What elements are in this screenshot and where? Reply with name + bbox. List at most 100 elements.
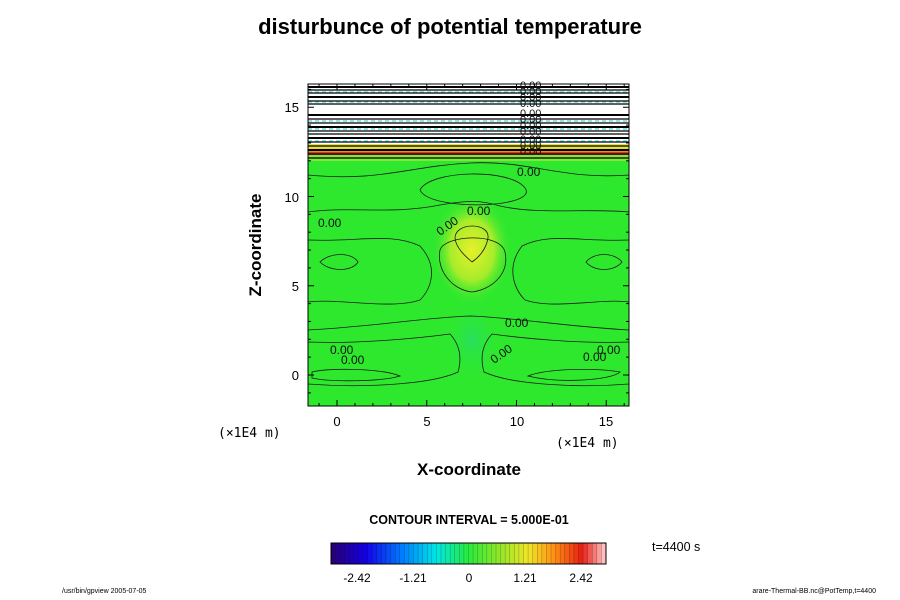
colorbar-cell xyxy=(436,543,442,564)
colorbar-cell xyxy=(372,543,378,564)
colorbar-cell xyxy=(564,543,570,564)
colorbar-cell xyxy=(363,543,368,564)
contour-label: 0.00 xyxy=(520,134,541,146)
x-tick-labels: 0 5 10 15 xyxy=(333,414,613,429)
colorbar-cell xyxy=(491,543,497,564)
colorbar-cell xyxy=(408,543,414,564)
colorbar-cell xyxy=(477,543,483,564)
colorbar-cell xyxy=(560,543,566,564)
contour-label: 0.00 xyxy=(318,216,342,230)
colorbar-cell xyxy=(518,543,524,564)
colorbar-tick-labels: -2.42 -1.21 0 1.21 2.42 xyxy=(343,571,593,585)
colorbar-cell xyxy=(395,543,401,564)
colorbar-cell xyxy=(427,543,433,564)
colorbar-cell xyxy=(431,543,437,564)
colorbar-cell xyxy=(528,543,533,564)
contour-label: 0.00 xyxy=(520,108,541,120)
x-tick-label: 5 xyxy=(423,414,430,429)
contour-label: 0.00 xyxy=(341,353,365,367)
colorbar-cell xyxy=(376,543,382,564)
x-unit-label: (×1E4 m) xyxy=(556,436,619,451)
contour-label: 0.00 xyxy=(330,343,354,357)
colorbar-cell xyxy=(514,543,520,564)
y-unit-label: (×1E4 m) xyxy=(218,426,281,441)
contour-line xyxy=(419,173,527,206)
colorbar-cell xyxy=(509,543,515,564)
colorbar-cell xyxy=(331,543,336,564)
contour-label: 0.00 xyxy=(467,204,491,218)
contour-line xyxy=(319,254,359,270)
contour-label: 0.00 xyxy=(505,316,529,330)
colorbar-cell xyxy=(482,543,488,564)
contour-label: 0.00 xyxy=(520,140,541,152)
contour-line xyxy=(512,238,629,305)
colorbar-tick-label: 1.21 xyxy=(513,571,537,585)
contour-label: 0.00 xyxy=(520,126,541,138)
colorbar-cell xyxy=(413,543,419,564)
colorbar-cell xyxy=(418,543,423,564)
colorbar-cell xyxy=(441,543,446,564)
contour-label: 0.00 xyxy=(520,86,541,98)
y-tick-label: 5 xyxy=(292,279,299,294)
contour-line xyxy=(308,238,432,305)
colorbar-cell xyxy=(596,543,602,564)
contour-label: 0.00 xyxy=(520,120,541,132)
contour-line xyxy=(454,225,489,263)
colorbar-cell xyxy=(454,543,460,564)
strat-contour-labels: 0.000.000.000.000.000.000.000.000.000.00… xyxy=(520,80,541,158)
colorbar-cell xyxy=(587,543,593,564)
colorbar-cell xyxy=(541,543,547,564)
colorbar-cell xyxy=(601,543,607,564)
y-tick-labels: 0 5 10 15 xyxy=(285,100,299,383)
contour-line xyxy=(526,368,621,381)
contour-lines xyxy=(308,162,629,387)
colorbar-cell xyxy=(344,543,350,564)
colorbar-cell xyxy=(459,543,465,564)
colorbar-cell xyxy=(523,543,529,564)
contour-label: 0.00 xyxy=(517,165,541,179)
colorbar-cell xyxy=(335,543,341,564)
y-axis-label: Z-coordinate xyxy=(246,193,265,297)
contour-label: 0.00 xyxy=(520,80,541,92)
chart-title: disturbunce of potential temperature xyxy=(258,14,642,39)
colorbar-cell xyxy=(445,543,451,564)
colorbar-cell xyxy=(367,543,373,564)
x-tick-label: 10 xyxy=(510,414,524,429)
contour-line xyxy=(585,254,623,270)
colorbar-cell xyxy=(390,543,396,564)
colorbar-cell xyxy=(592,543,598,564)
plot-frame xyxy=(307,83,630,407)
time-label: t=4400 s xyxy=(652,540,701,554)
contour-label: 0.00 xyxy=(520,146,541,158)
contour-label: 0.00 xyxy=(520,98,541,110)
colorbar-tick-label: 0 xyxy=(466,571,473,585)
colorbar-cell xyxy=(386,543,391,564)
colorbar-cell xyxy=(353,543,359,564)
contour-label: 0.00 xyxy=(520,92,541,104)
x-tick-label: 15 xyxy=(599,414,613,429)
x-tick-label: 0 xyxy=(333,414,340,429)
colorbar-cell xyxy=(532,543,538,564)
colorbar-cell xyxy=(349,543,355,564)
colorbar-cell xyxy=(422,543,428,564)
colorbar-cell xyxy=(358,543,364,564)
colorbar-tick-label: 2.42 xyxy=(569,571,593,585)
colorbar-tick-label: -1.21 xyxy=(399,571,427,585)
axis-ticks xyxy=(308,84,629,406)
colorbar-cell xyxy=(468,543,474,564)
colorbar-cell xyxy=(546,543,552,564)
colorbar-cell xyxy=(399,543,405,564)
contour-label: 0.00 xyxy=(583,350,607,364)
contour-label: 0.00 xyxy=(597,343,621,357)
colorbar-cell xyxy=(573,543,579,564)
cool-region xyxy=(444,300,500,380)
contour-line xyxy=(308,200,629,213)
colorbar-cell xyxy=(450,543,456,564)
colorbar-cell xyxy=(340,543,346,564)
colorbar xyxy=(330,543,607,564)
colorbar-cell xyxy=(381,543,387,564)
contour-line xyxy=(308,333,461,387)
colorbar-cell xyxy=(404,543,410,564)
footer-left: /usr/bin/gpview 2005-07-05 xyxy=(62,588,147,595)
